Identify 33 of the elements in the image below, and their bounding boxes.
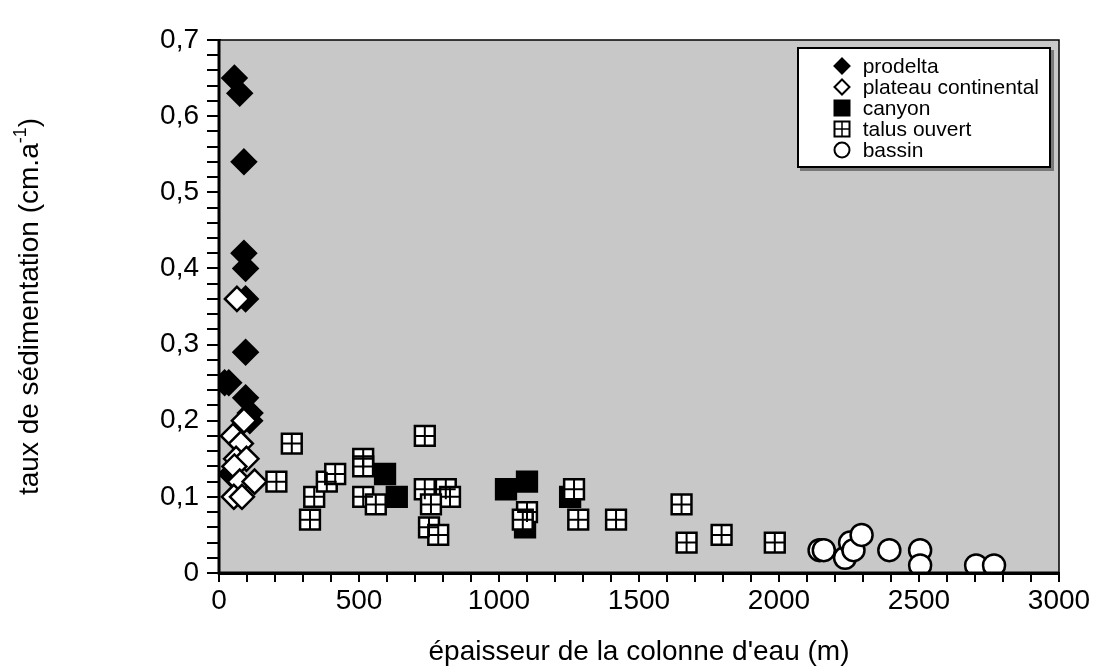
point xyxy=(811,537,837,563)
point xyxy=(223,285,251,313)
x-tick-label: 3000 xyxy=(1027,583,1091,615)
point xyxy=(230,407,258,434)
point xyxy=(515,470,539,493)
x-tick-label: 0 xyxy=(211,583,227,615)
legend-label: bassin xyxy=(862,138,924,161)
point xyxy=(230,148,258,176)
x-tick-label: 2000 xyxy=(747,583,811,615)
point xyxy=(849,522,874,548)
x-tick-label: 2500 xyxy=(887,583,951,615)
point xyxy=(494,478,518,501)
legend-label: prodelta xyxy=(862,54,939,77)
y-tick-label: 0,3 xyxy=(160,327,199,359)
y-tick-label: 0,6 xyxy=(160,98,199,130)
y-tick-label: 0,2 xyxy=(160,403,199,435)
x-tick-label: 1500 xyxy=(607,583,671,615)
point xyxy=(228,483,256,511)
y-tick-label: 0,5 xyxy=(160,175,199,206)
point xyxy=(373,462,397,486)
point xyxy=(232,338,259,366)
x-axis-title: épaisseur de la colonne d'eau (m) xyxy=(428,635,850,666)
y-tick-label: 0,4 xyxy=(160,251,199,283)
y-tick-label: 0 xyxy=(183,555,199,587)
point xyxy=(877,537,902,563)
y-tick-label: 0,1 xyxy=(160,479,199,511)
point xyxy=(226,80,253,107)
point xyxy=(241,468,268,495)
x-tick-label: 1000 xyxy=(467,583,531,615)
point xyxy=(385,485,408,509)
x-tick-label: 500 xyxy=(335,583,383,615)
y-axis-title: taux de sédimentation (cm.a-1) xyxy=(10,117,44,496)
y-tick-label: 0,7 xyxy=(160,22,199,54)
